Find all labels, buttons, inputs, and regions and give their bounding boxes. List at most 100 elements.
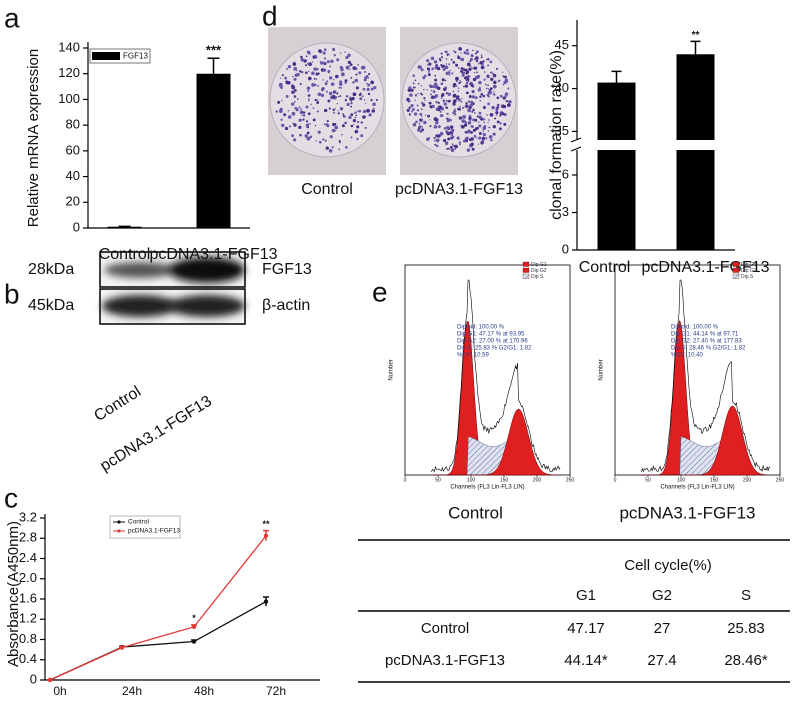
y-tick-label: 20: [66, 194, 80, 209]
colony: [450, 148, 455, 152]
colony: [465, 91, 469, 95]
colony: [366, 108, 370, 113]
dish: [269, 42, 385, 158]
histogram-label: Control: [448, 503, 503, 522]
colony: [351, 96, 355, 101]
colony: [437, 125, 441, 129]
significance: ***: [206, 43, 222, 58]
colony: [487, 58, 490, 61]
colony: [455, 85, 458, 87]
colony: [428, 62, 432, 66]
colony: [466, 105, 469, 108]
colony: [285, 94, 289, 98]
colony: [482, 94, 486, 98]
colony: [308, 99, 310, 102]
colony: [409, 93, 413, 97]
band-size: 28kDa: [28, 261, 74, 278]
colony: [423, 74, 427, 78]
colony: [324, 108, 328, 113]
colony: [328, 91, 333, 96]
colony: [433, 136, 436, 140]
colony: [472, 128, 476, 132]
colony: [445, 58, 448, 60]
colony: [362, 115, 366, 119]
y-tick-label: 35: [555, 123, 569, 138]
colony: [427, 73, 431, 77]
colony: [317, 130, 321, 134]
colony: [485, 137, 488, 140]
colony: [483, 71, 486, 73]
colony: [315, 78, 318, 80]
colony: [350, 101, 353, 105]
colony: [317, 85, 319, 87]
histogram-label: pcDNA3.1-FGF13: [619, 503, 755, 522]
y-tick-label: 140: [58, 39, 80, 54]
x-tick-label: 24h: [122, 684, 142, 698]
stat-line: Dip S: 25.83 % G2/G1: 1.82: [457, 346, 532, 352]
colony: [451, 143, 454, 146]
colony: [437, 86, 441, 90]
colony: [466, 62, 471, 67]
y-tick-label: 3: [562, 204, 569, 219]
colony: [446, 125, 450, 130]
colony: [316, 101, 320, 105]
colony: [423, 88, 425, 91]
colony: [491, 105, 495, 110]
colony: [487, 84, 489, 87]
colony: [472, 108, 475, 112]
legend-swatch: [522, 273, 530, 279]
colony: [428, 70, 430, 73]
colony: [474, 75, 478, 79]
colony: [448, 73, 451, 76]
colony: [495, 67, 499, 70]
legend-marker: [117, 529, 121, 533]
colony: [334, 107, 336, 110]
colony: [336, 102, 339, 105]
colony: [455, 63, 459, 67]
stat-line: %CV: 10.59: [457, 353, 489, 359]
colony: [440, 52, 443, 55]
colony: [279, 83, 283, 88]
colony: [472, 91, 475, 93]
colony: [497, 79, 501, 83]
colony: [464, 131, 468, 134]
colony: [459, 79, 461, 82]
legend-label: Dip G1: [531, 262, 547, 268]
x-axis-label: Channels (FL3 Lin-FL3 LIN): [660, 485, 734, 491]
colony: [306, 86, 311, 91]
colony: [414, 99, 416, 101]
colony: [368, 114, 371, 117]
colony: [446, 112, 449, 115]
colony: [354, 129, 359, 134]
colony: [474, 96, 478, 100]
y-tick-label: 1.6: [19, 590, 37, 605]
colony: [416, 104, 419, 107]
colony: [344, 51, 346, 53]
colony: [460, 67, 464, 71]
bar: [676, 54, 715, 140]
colony: [294, 73, 298, 77]
colony: [412, 122, 417, 127]
colony: [450, 58, 453, 61]
colony: [474, 112, 476, 114]
colony: [370, 87, 374, 91]
colony: [360, 121, 363, 124]
colony: [291, 102, 295, 106]
colony: [434, 94, 439, 98]
colony: [421, 115, 423, 117]
colony: [326, 120, 329, 123]
colony: [307, 76, 312, 81]
colony: [493, 80, 497, 85]
colony: [344, 79, 348, 83]
colony: [339, 52, 342, 54]
colony: [444, 50, 447, 53]
colony: [452, 90, 455, 93]
y-axis-label: Relative mRNA expression: [25, 49, 42, 227]
colony: [441, 78, 445, 82]
colony: [424, 114, 427, 116]
colony: [433, 117, 438, 121]
colony: [473, 72, 476, 74]
blot: [99, 251, 246, 325]
colony: [291, 111, 296, 116]
